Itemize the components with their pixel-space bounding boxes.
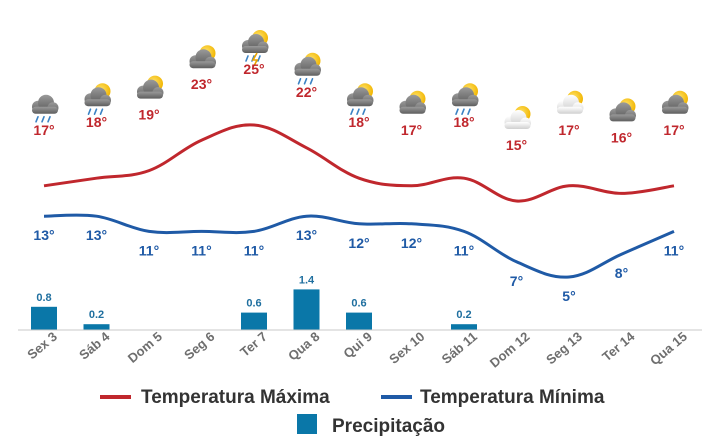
min-temp-label: 11° [454,242,474,258]
x-axis-label: Dom 12 [487,329,533,371]
min-temp-label: 7° [510,273,523,289]
sun-cloud-icon [609,98,636,122]
max-temp-label: 18° [453,114,474,130]
max-temp-label: 17° [401,122,422,138]
min-temp-label: 11° [191,242,211,258]
max-temp-label: 19° [138,107,159,123]
precipitation-bar [293,289,320,330]
max-temp-label: 23° [191,76,212,92]
sun-rain-cloud-icon [84,83,111,115]
max-temp-label: 17° [558,122,579,138]
x-axis-label: Seg 13 [543,329,585,367]
x-axis-label: Sex 3 [24,329,60,362]
max-temp-label: 18° [348,114,369,130]
sun-cloud-icon [189,45,216,69]
max-temp-label: 18° [86,114,107,130]
precipitation-bar [451,324,477,330]
sun-cloud-icon [137,75,164,99]
max-temp-labels: 17° 18° 19° 23° 25° 22° 18° 17° 18° 15° 17° 16° 17° [33,61,684,153]
precipitation-bar [31,306,57,330]
precipitation-label: 0.6 [246,298,261,310]
x-axis-label: Qua 8 [285,329,322,364]
precipitation-label: 0.2 [456,309,471,321]
min-temp-label: 12° [401,235,422,251]
max-temp-label: 25° [243,61,264,77]
x-axis-label: Sáb 4 [76,328,113,362]
rain-cloud-icon [32,94,59,123]
sun-cloud-icon [399,90,426,114]
x-axis-labels: Sex 3 Sáb 4 Dom 5 Seg 6 Ter 7 Qua 8 Qui 9 Sex 1… [24,328,690,370]
max-temp-label: 22° [296,84,317,100]
precipitation-bar [346,312,372,330]
min-temp-label: 11° [244,242,264,258]
sun-cloud-light-icon [504,106,531,129]
precipitation-label: 0.2 [89,309,104,321]
sun-rain-cloud-icon [452,83,479,115]
min-temp-label: 13° [86,227,107,243]
sun-cloud-icon [662,90,689,114]
legend-max-label: Temperatura Máxima [141,387,330,408]
min-temp-label: 11° [139,242,159,258]
min-temp-line [43,213,675,279]
legend-precip-swatch [297,414,317,434]
max-temp-label: 17° [33,122,54,138]
x-axis-label: Ter 7 [237,329,270,360]
sun-rain-cloud-icon [347,83,374,115]
x-axis-label: Dom 5 [125,329,165,366]
precipitation-label: 0.8 [36,292,51,304]
max-temp-line [43,123,675,203]
weather-icons [32,30,689,129]
min-temp-label: 13° [33,227,54,243]
legend: Temperatura Máxima Temperatura Mínima Pr… [100,387,605,437]
legend-precip-label: Precipitação [332,416,445,437]
x-axis-label: Qua 15 [647,329,690,368]
x-axis-label: Seg 6 [181,329,217,363]
x-axis-label: Qui 9 [340,329,375,361]
precipitation-bar [83,324,110,330]
precipitation-label: 0.6 [351,298,366,310]
max-temp-label: 17° [663,122,684,138]
precipitation-bars [31,289,477,330]
min-temp-label: 13° [296,227,317,243]
sun-storm-icon [242,30,269,67]
min-temp-labels: 13° 13° 11° 11° 11° 13° 12° 12° 11° 7° 5° 8° 11° [33,227,684,304]
min-temp-label: 11° [664,242,684,258]
precipitation-label: 1.4 [299,274,315,286]
min-temp-label: 12° [348,235,369,251]
max-temp-label: 15° [506,137,527,153]
min-temp-label: 5° [562,288,575,304]
x-axis-label: Ter 14 [599,328,638,364]
x-axis-label: Sáb 11 [439,329,480,367]
precipitation-bar [241,312,267,330]
sun-rain-cloud-icon [294,52,321,85]
x-axis-label: Sex 10 [386,329,427,367]
legend-min-label: Temperatura Mínima [420,387,605,408]
min-temp-label: 8° [615,265,628,281]
precipitation-labels: 0.8 0.2 0.6 1.4 0.6 0.2 [36,274,471,321]
sun-cloud-light-icon [557,90,584,114]
max-temp-label: 16° [611,129,632,145]
